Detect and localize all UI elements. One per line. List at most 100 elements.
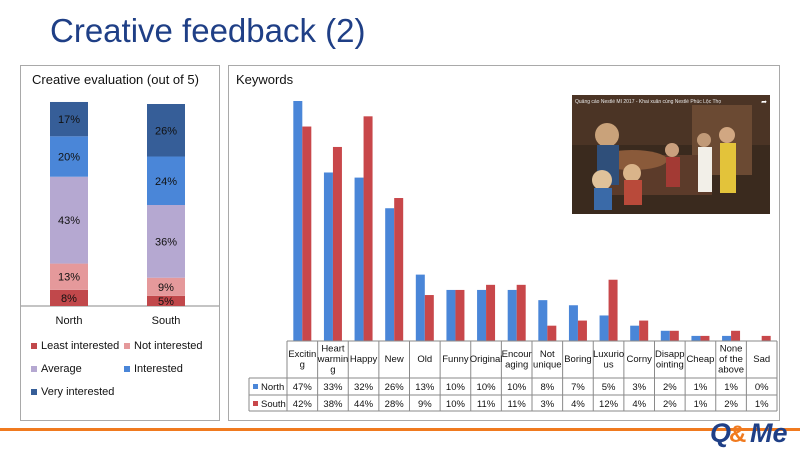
bar-segment-north-least-interested: [50, 289, 88, 306]
brand-logo: Q & Me: [706, 415, 800, 448]
bar-south-boring: [577, 320, 587, 341]
segment-label: 24%: [155, 176, 177, 188]
category-label-boring: Boring: [564, 354, 591, 365]
category-label-funny: Funny: [442, 354, 469, 365]
table-cell: 26%: [385, 382, 405, 393]
table-cell: 28%: [385, 399, 405, 410]
creative-evaluation-chart: 8% 13% 43% 20% 17% North 5% 9% 36% 24% 26% South Lea…: [21, 101, 219, 398]
table-cell: 12%: [599, 399, 619, 410]
table-cell: 2%: [724, 399, 738, 410]
table-cell: 1%: [755, 399, 769, 410]
bar-south-old: [424, 295, 434, 341]
creative-evaluation-title: Creative evaluation (out of 5): [32, 72, 199, 87]
legend-label: Not interested: [134, 340, 202, 352]
bar-south-cheap: [700, 335, 710, 341]
table-row-south: South 42% 38% 44% 28% 9% 10% 11% 11% 3% 4% 12% 4% 2% 1…: [253, 399, 769, 410]
legend-item-interested: Interested: [124, 363, 183, 375]
table-cell: 3%: [540, 399, 554, 410]
table-cell: 11%: [477, 399, 496, 410]
bar-north-exciting: [293, 101, 303, 341]
legend-swatch: [31, 389, 37, 395]
legend-label: Least interested: [41, 340, 119, 352]
category-label-not-unique: Not unique: [533, 349, 562, 371]
bar-north-new: [385, 208, 395, 341]
category-label-heart-warming: Heart warmin g: [317, 344, 349, 376]
bar-north-luxurious: [599, 315, 609, 341]
bar-segment-south-very-interested: [147, 104, 185, 157]
bar-north-disappointing: [660, 330, 670, 341]
category-label-old: Old: [417, 354, 432, 365]
bar-south-disappointing: [669, 330, 679, 341]
bar-north-encouraging: [507, 289, 517, 341]
series-label: North: [261, 382, 284, 393]
table-cell: 13%: [415, 382, 435, 393]
bar-south-happy: [363, 116, 373, 341]
table-cell: 2%: [663, 399, 677, 410]
video-thumbnail[interactable]: Quảng cáo Nestlé MI 2017 - Khai xuân cùn…: [572, 95, 770, 214]
table-cell: 5%: [602, 382, 616, 393]
table-cell: 9%: [418, 399, 432, 410]
bar-south-luxurious: [608, 279, 618, 341]
bar-south-heart-warming: [332, 146, 342, 341]
segment-label: 43%: [58, 215, 80, 227]
table-cell: 44%: [354, 399, 374, 410]
bar-segment-south-least-interested: [147, 295, 185, 306]
table-row-north: North 47% 33% 32% 26% 13% 10% 10% 10% 8% 7% 5% 3% 2% 1…: [253, 382, 769, 393]
table-cell: 32%: [354, 382, 374, 393]
svg-text:Q: Q: [710, 418, 731, 448]
category-label-cheap: Cheap: [686, 354, 714, 365]
category-label-north: North: [56, 315, 83, 327]
bar-south-none-of-the-above: [731, 330, 741, 341]
table-cell: 1%: [724, 382, 738, 393]
category-label-disappointing: Disapp ointing: [655, 349, 685, 371]
bar-south-encouraging: [516, 284, 526, 341]
bar-north-original: [477, 289, 487, 341]
legend-swatch: [124, 343, 130, 349]
legend-item-average: Average: [31, 363, 82, 375]
bar-north-heart-warming: [323, 172, 333, 341]
segment-label: 17%: [58, 114, 80, 126]
segment-label: 9%: [158, 282, 174, 294]
table-cell: 42%: [293, 399, 313, 410]
legend-label: Very interested: [41, 386, 114, 398]
category-label-new: New: [385, 354, 404, 365]
legend-swatch: [31, 343, 37, 349]
table-cell: 3%: [632, 382, 646, 393]
legend-swatch: [124, 366, 130, 372]
table-cell: 4%: [632, 399, 646, 410]
share-icon[interactable]: ➦: [761, 99, 767, 106]
segment-label: 8%: [61, 293, 77, 305]
legend-label: Interested: [134, 363, 183, 375]
category-label-none-of-the-above: None of the above: [718, 344, 744, 376]
segment-label: 20%: [58, 152, 80, 164]
bar-segment-north-very-interested: [50, 101, 88, 137]
table-cell: 0%: [755, 382, 769, 393]
table-cell: 47%: [293, 382, 313, 393]
bar-north-not-unique: [538, 300, 548, 341]
bar-north-none-of-the-above: [722, 335, 732, 341]
legend-swatch: [31, 366, 37, 372]
table-cell: 10%: [446, 382, 466, 393]
legend-item-least-interested: Least interested: [31, 340, 119, 352]
table-cell: 1%: [694, 382, 708, 393]
category-label-south: South: [152, 315, 181, 327]
legend-swatch: [253, 384, 258, 389]
category-label-encouraging: Encour aging: [502, 349, 532, 371]
table-cell: 4%: [571, 399, 585, 410]
bar-north-old: [415, 274, 425, 341]
bar-segment-north-average: [50, 176, 88, 264]
creative-evaluation-panel: Creative evaluation (out of 5) 8% 13% 43% 2…: [20, 65, 220, 421]
category-label-exciting: Excitin g: [288, 349, 316, 371]
bar-north-corny: [630, 325, 640, 341]
bar-segment-south-average: [147, 205, 185, 278]
bar-north-happy: [354, 177, 364, 341]
segment-label: 5%: [158, 296, 174, 308]
table-cell: 10%: [477, 382, 497, 393]
table-cell: 8%: [540, 382, 554, 393]
table-cell: 10%: [446, 399, 466, 410]
table-cell: 38%: [323, 399, 343, 410]
segment-label: 26%: [155, 125, 177, 137]
legend-item-very-interested: Very interested: [31, 386, 114, 398]
bar-south-exciting: [302, 126, 312, 341]
